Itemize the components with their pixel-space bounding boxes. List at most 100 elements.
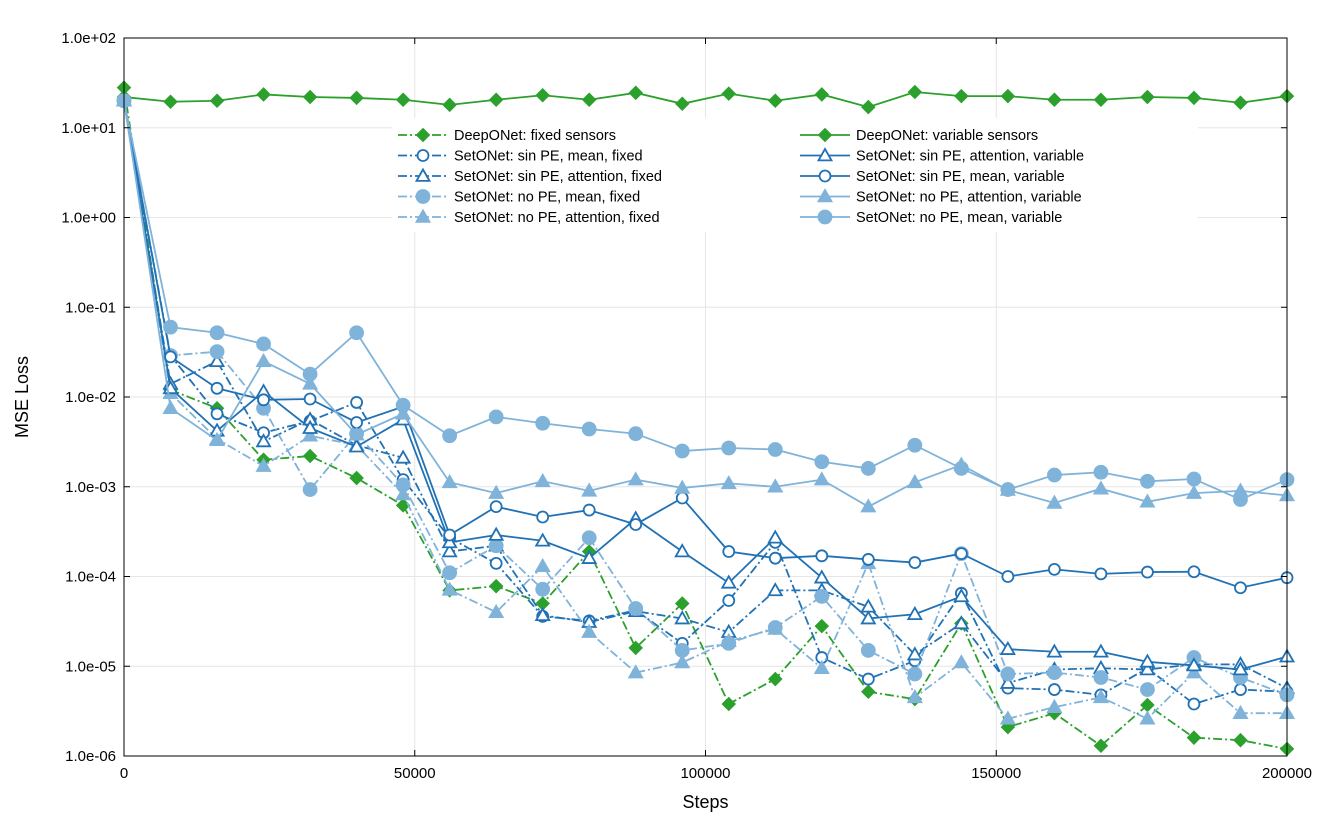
- data-point: [1232, 661, 1249, 676]
- y-axis-label: MSE Loss: [12, 356, 32, 438]
- series-setonet-no-pe-mean-variable: [116, 93, 1295, 507]
- data-point: [441, 543, 458, 558]
- data-point: [1047, 92, 1062, 108]
- data-point: [302, 427, 319, 442]
- data-point: [1185, 484, 1203, 499]
- y-tick-label: 1.0e-06: [65, 748, 116, 765]
- data-point: [534, 532, 551, 547]
- x-axis-label: Steps: [682, 792, 728, 812]
- data-point: [860, 498, 877, 513]
- data-point: [1000, 482, 1016, 497]
- y-tick-label: 1.0e-01: [65, 299, 116, 316]
- data-point: [1233, 95, 1248, 111]
- data-point: [1001, 570, 1015, 583]
- data-point: [861, 672, 875, 686]
- data-point: [349, 325, 365, 341]
- data-point: [1093, 738, 1109, 754]
- x-tick-label: 100000: [680, 765, 730, 782]
- data-point: [581, 482, 598, 497]
- data-point: [395, 449, 412, 464]
- data-point: [210, 407, 224, 421]
- data-point: [907, 84, 923, 100]
- series-line: [123, 100, 1288, 689]
- legend-entry: SetONet: sin PE, mean, fixed: [398, 149, 643, 165]
- data-point: [442, 97, 457, 113]
- data-point: [767, 582, 784, 597]
- data-point: [861, 553, 875, 566]
- data-point: [1186, 730, 1202, 745]
- data-point: [674, 479, 691, 494]
- data-point: [1048, 562, 1061, 576]
- data-point: [535, 581, 551, 597]
- legend-marker: [817, 127, 833, 143]
- data-point: [1047, 665, 1062, 680]
- legend-marker: [817, 209, 833, 225]
- data-point: [953, 654, 970, 669]
- data-point: [302, 448, 318, 464]
- data-point: [720, 475, 737, 490]
- data-point: [1139, 661, 1156, 676]
- data-point: [209, 325, 225, 341]
- legend-marker: [816, 147, 834, 162]
- y-tick-label: 1.0e+00: [61, 210, 116, 227]
- data-point: [1185, 657, 1203, 672]
- data-point: [350, 396, 364, 409]
- data-point: [999, 710, 1016, 725]
- data-point: [1140, 473, 1155, 489]
- data-point: [675, 491, 689, 505]
- legend-label: DeepONet: variable sensors: [856, 128, 1038, 144]
- data-point: [535, 415, 551, 431]
- data-point: [395, 397, 411, 413]
- data-point: [256, 336, 271, 352]
- data-point: [860, 643, 876, 658]
- legend-marker: [818, 169, 832, 183]
- data-point: [860, 461, 876, 476]
- data-point: [303, 392, 317, 406]
- data-point: [581, 623, 598, 638]
- data-point: [768, 671, 783, 687]
- y-tick-label: 1.0e-02: [65, 389, 116, 406]
- data-point: [534, 606, 551, 622]
- data-point: [907, 666, 923, 682]
- data-point: [255, 433, 272, 448]
- data-point: [208, 352, 226, 368]
- data-point: [1185, 664, 1203, 679]
- series-line: [123, 87, 1288, 750]
- data-point: [1093, 92, 1109, 108]
- data-point: [1140, 89, 1155, 105]
- legend: DeepONet: fixed sensors SetONet: sin PE, …: [392, 118, 1198, 232]
- data-point: [861, 684, 876, 700]
- series-line: [123, 100, 1288, 501]
- data-point: [349, 90, 364, 106]
- data-point: [1094, 567, 1108, 581]
- data-point: [488, 484, 505, 499]
- data-point: [349, 470, 364, 486]
- data-point: [768, 93, 783, 109]
- data-point: [1139, 493, 1156, 508]
- data-point: [443, 528, 457, 542]
- data-point: [1234, 683, 1247, 696]
- data-point: [348, 438, 365, 453]
- data-point: [395, 405, 412, 420]
- data-point: [581, 549, 598, 564]
- data-point: [163, 319, 178, 335]
- data-point: [1047, 467, 1062, 483]
- series-setonet-no-pe-attention-fixed: [115, 92, 1296, 725]
- data-point: [860, 610, 877, 625]
- legend-entry: SetONet: sin PE, attention, fixed: [398, 167, 662, 185]
- data-point: [722, 594, 736, 607]
- data-point: [813, 471, 830, 486]
- legend-label: DeepONet: fixed sensors: [454, 128, 616, 144]
- data-point: [395, 486, 412, 501]
- x-tick-label: 200000: [1262, 765, 1312, 782]
- legend-entry: SetONet: no PE, mean, variable: [800, 209, 1062, 226]
- data-point: [721, 86, 737, 101]
- series-line: [123, 100, 1288, 508]
- series-setonet-no-pe-attention-variable: [115, 92, 1296, 513]
- data-point: [302, 366, 318, 382]
- data-point: [1141, 565, 1154, 579]
- series-layer: [115, 80, 1296, 757]
- x-tick-label: 150000: [971, 765, 1021, 782]
- data-point: [906, 689, 923, 704]
- data-point: [674, 543, 691, 558]
